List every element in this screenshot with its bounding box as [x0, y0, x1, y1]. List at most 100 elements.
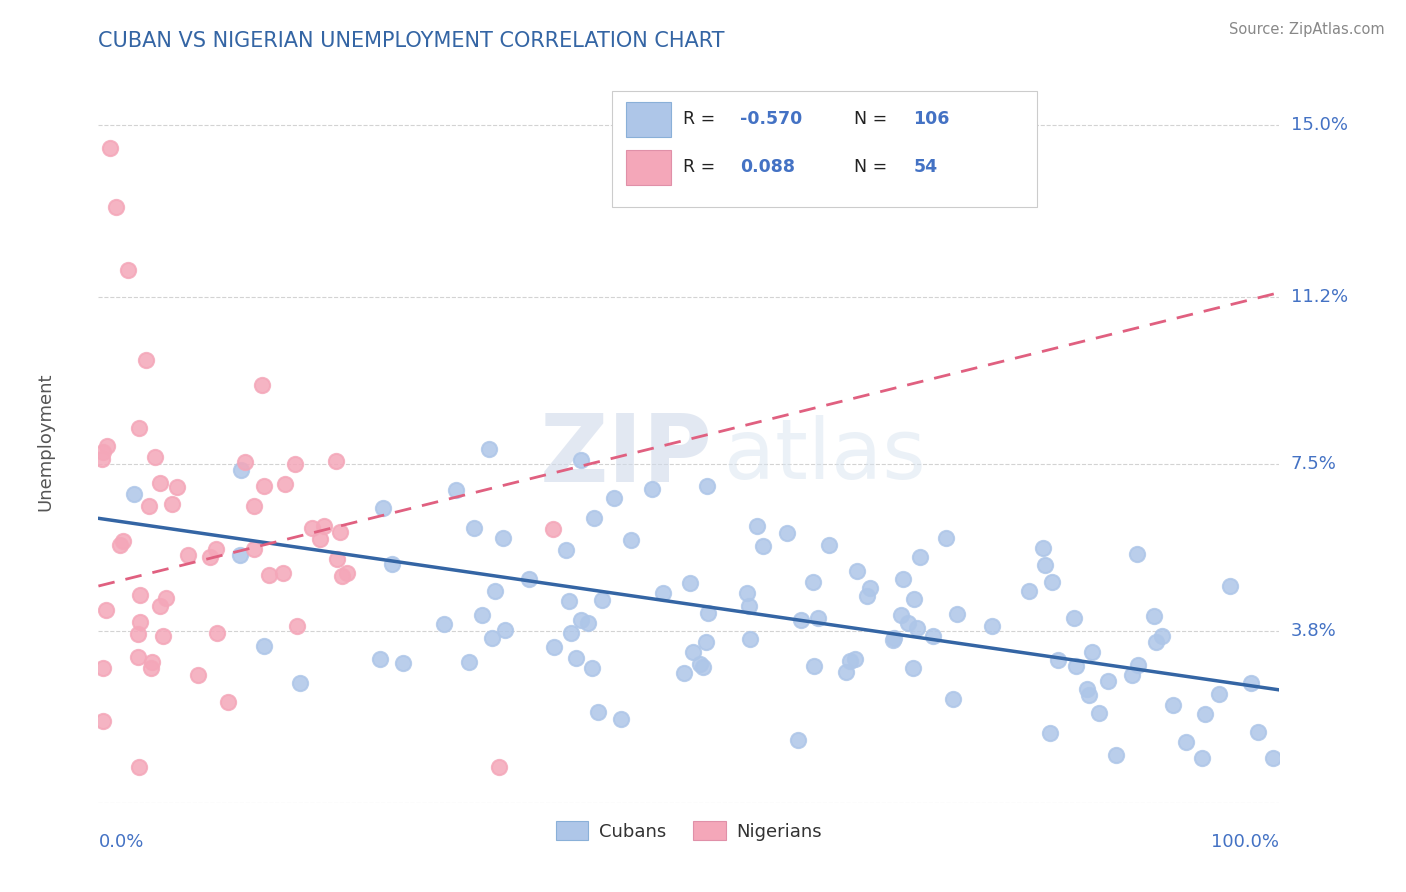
- Point: [1126, 658, 1149, 673]
- Point: [776, 526, 799, 541]
- Point: [790, 613, 813, 627]
- Legend: Cubans, Nigerians: Cubans, Nigerians: [548, 814, 830, 848]
- Point: [198, 549, 221, 564]
- Point: [98, 141, 121, 155]
- Point: [381, 558, 404, 572]
- Text: R =: R =: [683, 158, 716, 176]
- Point: [543, 640, 565, 655]
- Point: [312, 519, 335, 533]
- Point: [787, 732, 810, 747]
- Point: [801, 574, 824, 589]
- Point: [905, 622, 928, 636]
- Point: [745, 518, 768, 533]
- Point: [901, 661, 924, 675]
- Point: [229, 548, 252, 562]
- Point: [981, 618, 1004, 632]
- Point: [1081, 645, 1104, 659]
- FancyBboxPatch shape: [612, 91, 1038, 207]
- Point: [111, 534, 134, 549]
- Point: [446, 483, 468, 497]
- Point: [818, 538, 841, 552]
- Point: [484, 583, 506, 598]
- Point: [309, 533, 332, 547]
- Point: [1161, 698, 1184, 712]
- Point: [696, 479, 718, 493]
- Point: [543, 522, 565, 536]
- Point: [1194, 707, 1216, 722]
- Point: [128, 420, 150, 434]
- Point: [368, 652, 391, 666]
- FancyBboxPatch shape: [626, 151, 671, 185]
- Point: [127, 650, 149, 665]
- Point: [371, 501, 394, 516]
- Point: [1263, 750, 1285, 764]
- Text: R =: R =: [683, 110, 716, 128]
- Point: [582, 510, 605, 524]
- Text: 100.0%: 100.0%: [1212, 833, 1279, 851]
- Text: -0.570: -0.570: [740, 110, 801, 128]
- Point: [1143, 608, 1166, 623]
- Point: [1064, 658, 1087, 673]
- Point: [856, 589, 879, 603]
- Point: [1039, 726, 1062, 740]
- Point: [471, 608, 494, 623]
- Text: 0.088: 0.088: [740, 158, 794, 176]
- Point: [935, 532, 957, 546]
- Point: [329, 524, 352, 539]
- Text: 54: 54: [914, 158, 938, 176]
- Point: [243, 499, 266, 513]
- Point: [336, 566, 359, 581]
- Text: N =: N =: [855, 158, 887, 176]
- Point: [1032, 541, 1054, 555]
- Point: [143, 450, 166, 464]
- Point: [149, 599, 172, 613]
- Point: [204, 541, 226, 556]
- Point: [1121, 668, 1143, 682]
- Point: [141, 661, 163, 675]
- Point: [689, 657, 711, 671]
- Point: [233, 455, 256, 469]
- Point: [695, 635, 717, 649]
- Point: [177, 548, 200, 562]
- Point: [481, 631, 503, 645]
- Point: [205, 626, 228, 640]
- Point: [560, 626, 582, 640]
- Point: [128, 760, 150, 774]
- Point: [569, 613, 592, 627]
- Point: [1126, 547, 1149, 561]
- Text: Source: ZipAtlas.com: Source: ZipAtlas.com: [1229, 22, 1385, 37]
- Point: [492, 531, 515, 545]
- Point: [845, 565, 868, 579]
- Point: [325, 454, 347, 468]
- Point: [494, 623, 516, 637]
- Point: [1076, 682, 1098, 697]
- Point: [1040, 574, 1063, 589]
- Point: [565, 651, 588, 665]
- Point: [259, 568, 281, 582]
- Point: [603, 491, 626, 505]
- Point: [640, 482, 662, 496]
- Point: [679, 575, 702, 590]
- Point: [1152, 629, 1174, 643]
- Point: [1175, 735, 1198, 749]
- Point: [288, 675, 311, 690]
- Point: [890, 607, 912, 622]
- Point: [330, 568, 353, 582]
- Point: [1105, 747, 1128, 762]
- Point: [1097, 674, 1119, 689]
- Point: [908, 550, 931, 565]
- Text: ZIP: ZIP: [540, 410, 713, 502]
- Point: [433, 616, 456, 631]
- Point: [738, 599, 761, 613]
- Point: [835, 665, 858, 679]
- Point: [692, 660, 714, 674]
- Point: [478, 442, 501, 456]
- Text: CUBAN VS NIGERIAN UNEMPLOYMENT CORRELATION CHART: CUBAN VS NIGERIAN UNEMPLOYMENT CORRELATI…: [98, 31, 725, 51]
- Point: [250, 378, 273, 392]
- Point: [217, 695, 239, 709]
- Point: [1191, 750, 1213, 764]
- Point: [806, 611, 828, 625]
- Point: [1208, 687, 1230, 701]
- Point: [457, 655, 479, 669]
- Point: [91, 445, 114, 459]
